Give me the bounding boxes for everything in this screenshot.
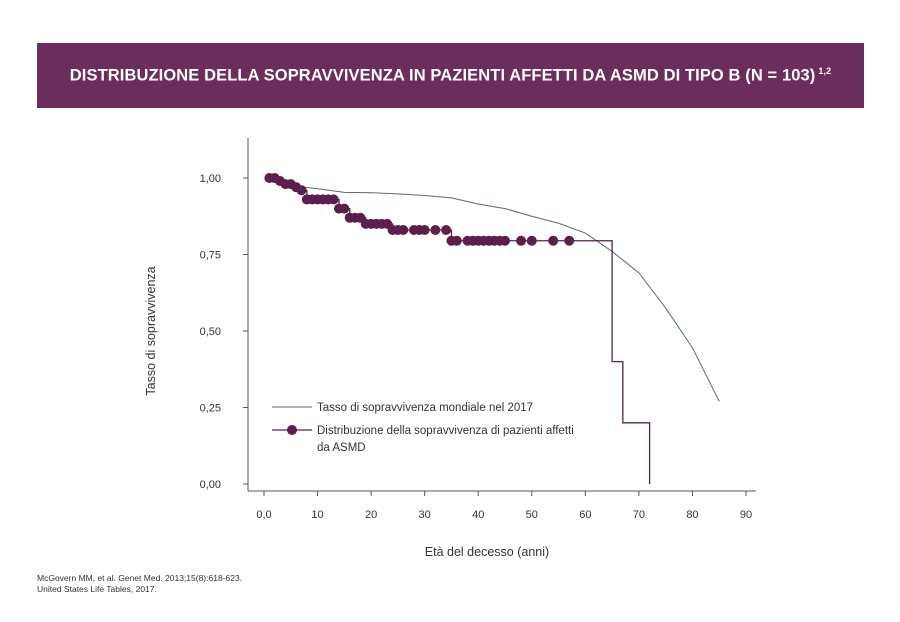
asmd-data-point <box>451 235 462 246</box>
asmd-data-point <box>564 235 575 246</box>
asmd-data-point <box>441 225 452 236</box>
title-banner: DISTRIBUZIONE DELLA SOPRAVVIVENZA IN PAZ… <box>37 43 864 108</box>
world-survival-line <box>269 180 720 402</box>
x-tick-label: 50 <box>526 509 538 521</box>
legend-asmd-label: Distribuzione della sopravvivenza di paz… <box>317 425 574 454</box>
footnote-2: United States Life Tables, 2017. <box>37 584 157 594</box>
y-axis-label: Tasso di sopravvivenza <box>144 266 158 395</box>
legend-world-label: Tasso di sopravvivenza mondiale nel 2017 <box>317 402 533 414</box>
y-tick-label: 0,75 <box>200 250 221 262</box>
asmd-data-point <box>398 225 409 236</box>
x-tick-label: 20 <box>365 509 377 521</box>
asmd-survival-step-line <box>269 177 651 484</box>
asmd-data-point <box>339 203 350 214</box>
y-tick-label: 0,00 <box>200 479 221 491</box>
asmd-data-point <box>526 235 537 246</box>
asmd-data-point <box>500 235 510 246</box>
y-tick-label: 1,00 <box>200 173 221 185</box>
footnote-1: McGovern MM, et al. Genet Med. 2013;15(8… <box>37 573 243 583</box>
chart-title: DISTRIBUZIONE DELLA SOPRAVVIVENZA IN PAZ… <box>69 65 832 85</box>
footnotes: McGovern MM, et al. Genet Med. 2013;15(8… <box>37 573 242 595</box>
legend-asmd-swatch-marker <box>287 425 297 435</box>
x-tick-label: 30 <box>419 509 431 521</box>
y-tick-label: 0,25 <box>200 403 221 415</box>
x-axis-label: Età del decesso (anni) <box>425 545 549 559</box>
asmd-data-point <box>419 225 430 236</box>
x-tick-label: 80 <box>686 509 698 521</box>
x-tick-label: 70 <box>633 509 645 521</box>
asmd-data-point <box>296 185 307 196</box>
y-tick-label: 0,50 <box>200 326 221 338</box>
asmd-data-point <box>328 194 339 205</box>
x-tick-label: 40 <box>472 509 484 521</box>
asmd-data-point <box>430 225 441 236</box>
x-tick-label: 60 <box>579 509 591 521</box>
asmd-data-point <box>548 235 559 246</box>
title-superscript: 1,2 <box>818 65 832 76</box>
x-tick-label: 0,0 <box>256 509 271 521</box>
asmd-data-point <box>516 235 527 246</box>
x-tick-label: 90 <box>740 509 752 521</box>
x-tick-label: 10 <box>311 509 323 521</box>
